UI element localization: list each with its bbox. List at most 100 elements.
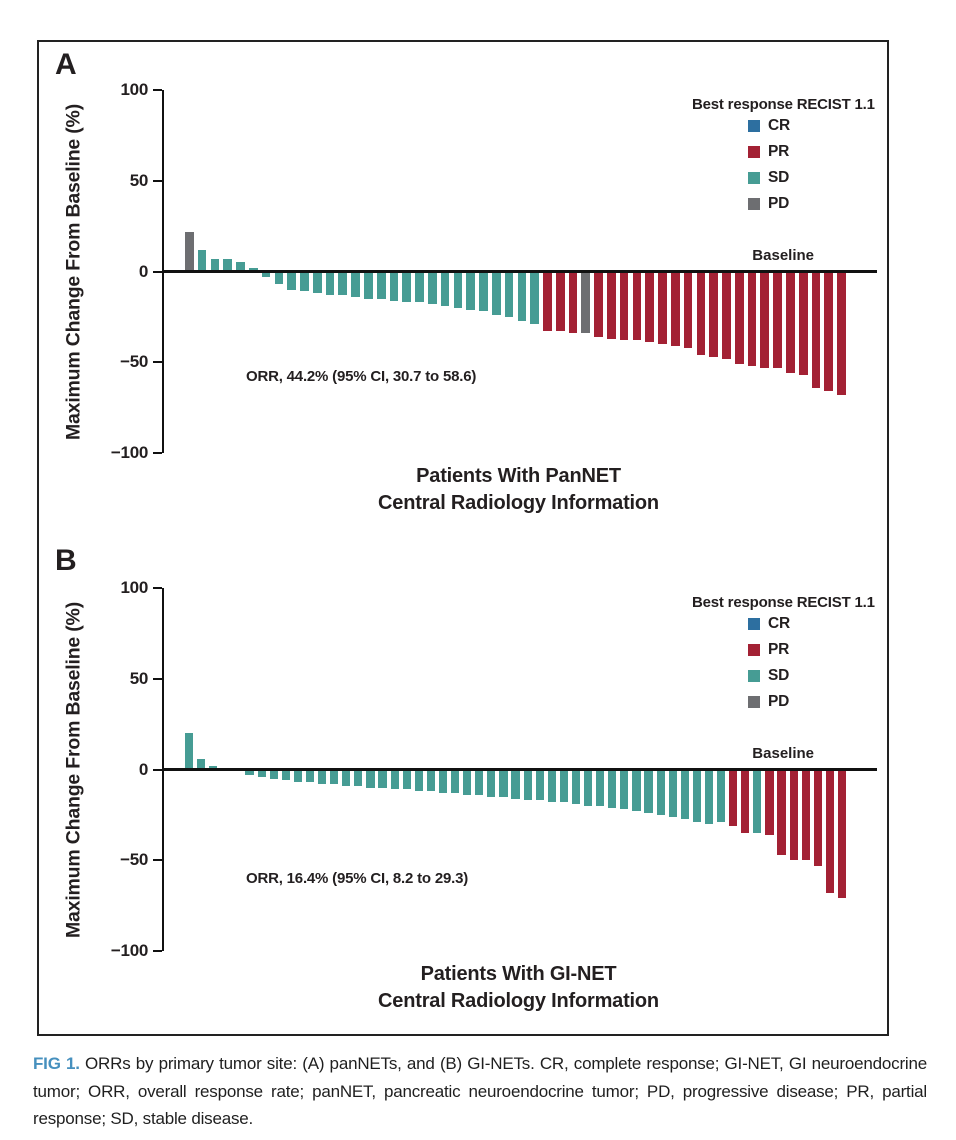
x-axis-title: Patients With GI-NET Central Radiology I…	[162, 961, 875, 1015]
legend-swatch-sd	[748, 669, 760, 682]
waterfall-bar-sd	[245, 769, 254, 775]
waterfall-bar-sd	[517, 271, 527, 321]
legend-label: PD	[768, 692, 790, 710]
waterfall-bar-pr	[568, 271, 578, 334]
waterfall-bar-pr	[801, 769, 810, 861]
waterfall-bar-sd	[656, 769, 665, 815]
y-tick-label: 0	[138, 759, 148, 779]
legend-swatch-sd	[748, 171, 760, 184]
legend-item-cr: CR	[748, 615, 875, 632]
waterfall-bar-sd	[210, 258, 220, 272]
waterfall-bar-pr	[683, 271, 693, 348]
waterfall-bar-sd	[390, 769, 399, 790]
y-tick-mark	[153, 677, 162, 680]
waterfall-bar-pr	[619, 271, 629, 341]
y-tick-label: 50	[129, 668, 149, 688]
legend-swatch-pr	[748, 145, 760, 158]
waterfall-bar-sd	[547, 769, 556, 803]
y-tick-mark	[153, 768, 162, 771]
waterfall-bar-sd	[466, 271, 476, 310]
waterfall-bar-sd	[644, 769, 653, 814]
waterfall-bar-sd	[479, 271, 488, 312]
waterfall-bar-sd	[427, 271, 437, 305]
waterfall-bar-pr	[696, 271, 706, 355]
waterfall-bar-sd	[608, 769, 617, 808]
panel-a-label: A	[55, 48, 77, 81]
waterfall-bar-sd	[491, 271, 501, 316]
waterfall-bar-sd	[463, 769, 472, 795]
legend-label: PR	[768, 640, 790, 658]
legend-swatch-pd	[748, 695, 760, 708]
y-tick-mark	[153, 452, 162, 454]
waterfall-bar-sd	[293, 769, 303, 783]
waterfall-bar-sd	[261, 271, 271, 277]
panel-a-plot: Maximum Change From Baseline (%) 100 50 …	[63, 80, 877, 462]
waterfall-bar-sd	[287, 271, 296, 290]
waterfall-bar-sd	[596, 769, 605, 806]
waterfall-bar-sd	[281, 769, 290, 781]
waterfall-bar-sd	[620, 769, 629, 810]
waterfall-bar-sd	[364, 271, 373, 299]
waterfall-bar-sd	[504, 271, 514, 317]
y-tick-label: −100	[110, 443, 148, 462]
waterfall-bar-sd	[499, 769, 508, 797]
waterfall-bar-sd	[325, 271, 335, 296]
waterfall-bar-pr	[722, 271, 731, 359]
waterfall-bar-pr	[811, 271, 821, 388]
waterfall-bar-pr	[594, 271, 603, 337]
waterfall-bar-sd	[269, 769, 278, 779]
legend-label: SD	[768, 168, 790, 186]
waterfall-bar-sd	[451, 769, 460, 794]
waterfall-bar-sd	[330, 769, 339, 785]
waterfall-bar-pr	[813, 769, 822, 866]
waterfall-bar-pr	[824, 271, 834, 392]
legend-label: SD	[768, 666, 790, 684]
y-tick-label: 100	[120, 80, 149, 99]
waterfall-bar-sd	[354, 769, 363, 786]
waterfall-bar-sd	[559, 769, 569, 803]
waterfall-bar-sd	[305, 769, 315, 783]
figure-caption-text: ORRs by primary tumor site: (A) panNETs,…	[33, 1054, 927, 1129]
waterfall-bar-sd	[236, 262, 245, 272]
waterfall-bar-pr	[741, 769, 750, 834]
waterfall-bar-sd	[402, 271, 412, 303]
waterfall-bar-sd	[523, 769, 532, 801]
waterfall-bar-sd	[378, 769, 387, 788]
legend-item-pr: PR	[748, 640, 875, 658]
y-tick-label: −50	[120, 352, 148, 372]
waterfall-bar-pr	[729, 769, 738, 826]
legend: Best response RECIST 1.1 CR PR SD PD	[692, 594, 875, 721]
waterfall-bar-sd	[668, 769, 677, 817]
waterfall-bar-pr	[709, 271, 719, 357]
waterfall-bar-sd	[753, 769, 762, 834]
legend-label: PR	[768, 142, 790, 160]
x-axis-title-line2: Central Radiology Information	[378, 492, 659, 514]
waterfall-bar-sd	[717, 769, 726, 823]
waterfall-bar-sd	[209, 765, 218, 770]
waterfall-bar-sd	[511, 769, 520, 799]
legend-item-pd: PD	[748, 692, 875, 710]
waterfall-bar-sd	[704, 769, 714, 824]
waterfall-bar-sd	[274, 271, 284, 285]
legend-item-sd: SD	[748, 168, 875, 186]
x-axis-title-line2: Central Radiology Information	[378, 990, 659, 1012]
legend-item-cr: CR	[748, 117, 875, 134]
waterfall-bar-sd	[389, 271, 399, 301]
y-axis-label: Maximum Change From Baseline (%)	[62, 601, 85, 938]
waterfall-bar-pr	[798, 271, 808, 375]
waterfall-bar-sd	[197, 249, 207, 272]
legend-swatch-cr	[748, 617, 760, 630]
waterfall-bar-sd	[414, 769, 423, 792]
waterfall-bar-pr	[837, 271, 846, 395]
waterfall-bar-pr	[777, 769, 786, 855]
waterfall-bar-pr	[747, 271, 757, 366]
figure-border-box: A Maximum Change From Baseline (%) 100 5…	[37, 40, 889, 1036]
waterfall-bar-pd	[581, 271, 591, 334]
waterfall-bar-sd	[438, 769, 448, 794]
waterfall-bar-sd	[402, 769, 411, 790]
waterfall-bar-sd	[300, 271, 309, 292]
waterfall-bar-pr	[607, 271, 616, 339]
y-tick-label: 100	[120, 578, 149, 597]
legend-swatch-cr	[748, 119, 760, 132]
